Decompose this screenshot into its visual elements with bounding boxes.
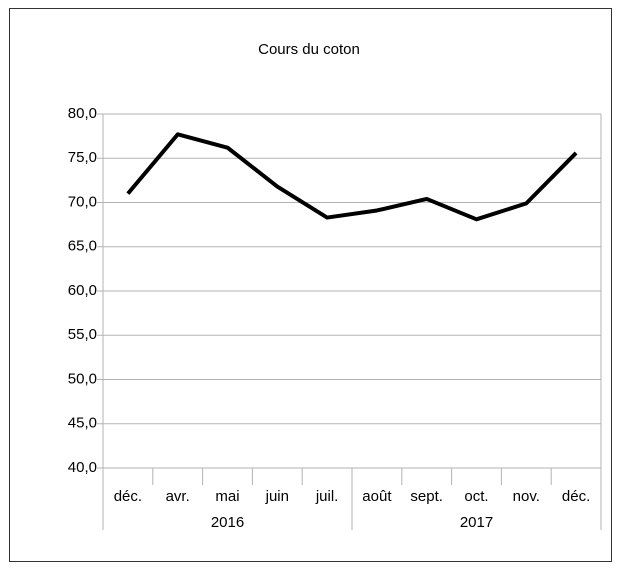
chart-title: Cours du coton xyxy=(258,41,360,58)
x-group-label: 2017 xyxy=(460,514,493,531)
x-group-label: 2016 xyxy=(211,514,244,531)
y-tick-label: 65,0 xyxy=(68,238,97,255)
x-tick-label: avr. xyxy=(166,488,190,505)
x-tick-label: sept. xyxy=(410,488,443,505)
chart-frame xyxy=(9,8,612,562)
x-tick-label: août xyxy=(362,488,392,505)
x-tick-label: juil. xyxy=(315,488,339,505)
y-tick-label: 40,0 xyxy=(68,459,97,476)
x-tick-label: mai xyxy=(215,488,239,505)
y-tick-label: 75,0 xyxy=(68,149,97,166)
y-tick-label: 50,0 xyxy=(68,370,97,387)
y-tick-label: 80,0 xyxy=(68,105,97,122)
x-tick-label: juin xyxy=(265,488,289,505)
x-tick-label: oct. xyxy=(464,488,488,505)
x-tick-label: déc. xyxy=(562,488,590,505)
x-tick-label: nov. xyxy=(513,488,540,505)
y-tick-label: 55,0 xyxy=(68,326,97,343)
y-tick-label: 60,0 xyxy=(68,282,97,299)
x-tick-label: déc. xyxy=(114,488,142,505)
data-line xyxy=(126,132,578,222)
y-tick-label: 70,0 xyxy=(68,193,97,210)
y-tick-label: 45,0 xyxy=(68,415,97,432)
